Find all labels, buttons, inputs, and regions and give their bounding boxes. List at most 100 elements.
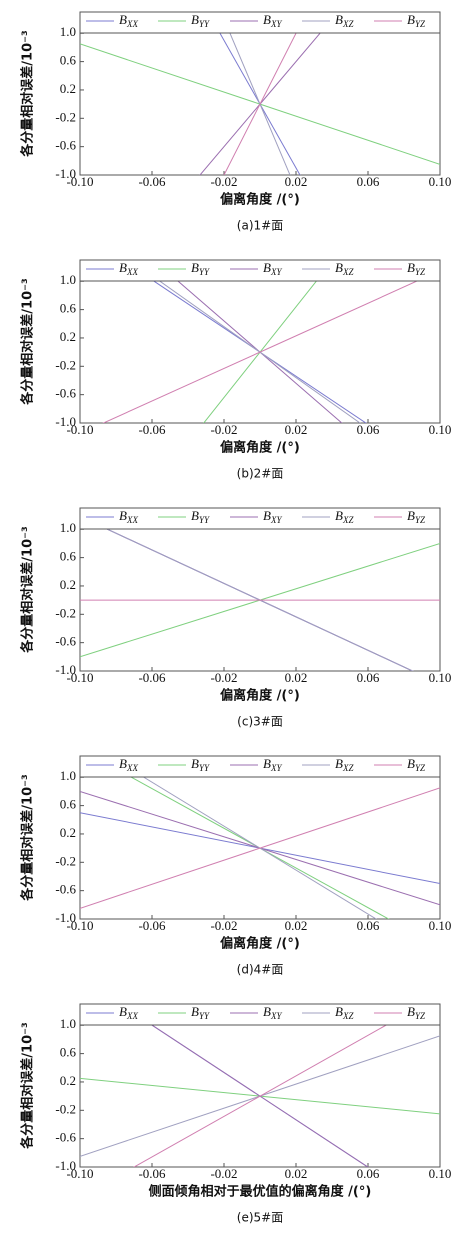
x-tick-label: -0.06: [138, 918, 166, 933]
x-tick-label: 0.10: [429, 670, 452, 685]
y-tick-label: -1.0: [55, 166, 76, 181]
y-tick-label: 0.2: [60, 1073, 76, 1088]
y-tick-label: -1.0: [55, 662, 76, 677]
y-tick-label: 0.2: [60, 825, 76, 840]
y-tick-label: 0.6: [60, 301, 77, 316]
x-tick-label: -0.02: [210, 174, 237, 189]
y-tick-label: 0.6: [60, 53, 77, 68]
y-tick-label: -1.0: [55, 414, 76, 429]
plot-lines: [80, 12, 440, 175]
y-tick-label: -0.6: [55, 386, 76, 401]
y-tick-label: 0.6: [60, 797, 77, 812]
plot-frame: [79, 507, 441, 672]
x-axis-label: 偏离角度 /(°): [220, 440, 300, 456]
legend-label: BXZ: [335, 12, 354, 29]
legend-label: BYY: [191, 1004, 210, 1021]
legend-label: BXY: [263, 12, 282, 29]
y-tick-label: 1.0: [60, 1016, 76, 1031]
legend-label: BYZ: [407, 260, 426, 277]
y-tick-label: -0.2: [55, 1101, 76, 1116]
y-axis-label: 各分量相对误差/10⁻³: [20, 1022, 36, 1149]
legend-label: BXY: [263, 1004, 282, 1021]
y-tick-label: -0.6: [55, 882, 76, 897]
caption: (a)1#面: [237, 219, 283, 233]
caption: (c)3#面: [237, 715, 283, 729]
y-tick-label: -0.2: [55, 109, 76, 124]
x-axis-label: 侧面倾角相对于最优值的偏离角度 /(°): [149, 1184, 372, 1200]
y-tick-label: 1.0: [60, 768, 76, 783]
y-tick-label: 0.6: [60, 1045, 77, 1060]
x-tick-label: 0.10: [429, 422, 452, 437]
legend-label: BXY: [263, 260, 282, 277]
x-axis-label: 偏离角度 /(°): [220, 192, 300, 208]
x-tick-label: 0.10: [429, 174, 452, 189]
y-axis-label: 各分量相对误差/10⁻³: [20, 30, 36, 157]
panel: 1.0 0.6 0.2 -0.2 -0.6 -1.0-0.10 -0.06 -0.02 0.02…: [20, 11, 452, 233]
legend-label: BXX: [119, 756, 138, 773]
x-tick-label: 0.02: [285, 174, 308, 189]
x-tick-label: 0.02: [285, 918, 308, 933]
x-tick-label: -0.06: [138, 174, 166, 189]
caption: (b)2#面: [237, 467, 284, 481]
legend-box: [79, 1003, 441, 1026]
y-tick-label: 1.0: [60, 24, 76, 39]
x-tick-label: 0.06: [357, 174, 380, 189]
x-axis-label: 偏离角度 /(°): [220, 688, 300, 704]
panel: 1.0 0.6 0.2 -0.2 -0.6 -1.0-0.10 -0.06 -0.02 0.02…: [20, 755, 452, 977]
caption: (e)5#面: [237, 1211, 283, 1225]
panel: 1.0 0.6 0.2 -0.2 -0.6 -1.0-0.10 -0.06 -0.02 0.02…: [20, 259, 452, 481]
y-tick-label: -0.2: [55, 605, 76, 620]
y-axis-label: 各分量相对误差/10⁻³: [20, 278, 36, 405]
x-tick-label: -0.06: [138, 422, 166, 437]
x-tick-label: 0.02: [285, 422, 308, 437]
legend-label: BXZ: [335, 756, 354, 773]
plot-lines: [80, 516, 440, 671]
legend-label: BYZ: [407, 508, 426, 525]
y-tick-label: -0.6: [55, 138, 76, 153]
y-tick-label: 0.2: [60, 329, 76, 344]
legend-label: BXZ: [335, 1004, 354, 1021]
x-tick-label: -0.02: [210, 422, 237, 437]
x-tick-label: 0.10: [429, 918, 452, 933]
x-tick-label: 0.02: [285, 670, 308, 685]
x-tick-label: -0.10: [66, 422, 93, 437]
plot-frame: [79, 1003, 441, 1168]
y-tick-label: -1.0: [55, 1158, 76, 1173]
x-tick-label: 0.02: [285, 1166, 308, 1181]
legend-label: BXZ: [335, 508, 354, 525]
legend-label: BXY: [263, 756, 282, 773]
y-tick-label: 0.2: [60, 81, 76, 96]
x-tick-label: -0.10: [66, 670, 93, 685]
y-tick-label: 1.0: [60, 272, 76, 287]
y-axis-label: 各分量相对误差/10⁻³: [20, 774, 36, 901]
legend-label: BXX: [119, 260, 138, 277]
y-tick-label: -0.2: [55, 853, 76, 868]
legend-label: BXY: [263, 508, 282, 525]
legend-label: BYY: [191, 508, 210, 525]
y-tick-label: 0.2: [60, 577, 76, 592]
y-tick-label: -1.0: [55, 910, 76, 925]
x-tick-label: 0.06: [357, 918, 380, 933]
y-tick-label: 1.0: [60, 520, 76, 535]
legend-box: [79, 11, 441, 34]
legend-label: BXX: [119, 12, 138, 29]
legend-label: BYY: [191, 260, 210, 277]
panel: 1.0 0.6 0.2 -0.2 -0.6 -1.0-0.10 -0.06 -0.02 0.02…: [20, 507, 452, 729]
series-line: [80, 787, 440, 909]
legend-box: [79, 259, 441, 282]
x-tick-label: -0.10: [66, 1166, 93, 1181]
legend-label: BYZ: [407, 12, 426, 29]
x-axis-label: 偏离角度 /(°): [220, 936, 300, 952]
panel: 1.0 0.6 0.2 -0.2 -0.6 -1.0-0.10 -0.06 -0.02 0.02…: [20, 1003, 451, 1225]
legend-label: BYY: [191, 756, 210, 773]
y-tick-label: -0.2: [55, 357, 76, 372]
caption: (d)4#面: [237, 963, 284, 977]
x-tick-label: -0.02: [210, 918, 237, 933]
x-tick-label: -0.02: [210, 1166, 237, 1181]
y-axis-label: 各分量相对误差/10⁻³: [20, 526, 36, 653]
x-tick-label: -0.02: [210, 670, 237, 685]
y-tick-label: -0.6: [55, 1130, 76, 1145]
x-tick-label: 0.06: [357, 1166, 380, 1181]
x-tick-label: 0.06: [357, 422, 380, 437]
